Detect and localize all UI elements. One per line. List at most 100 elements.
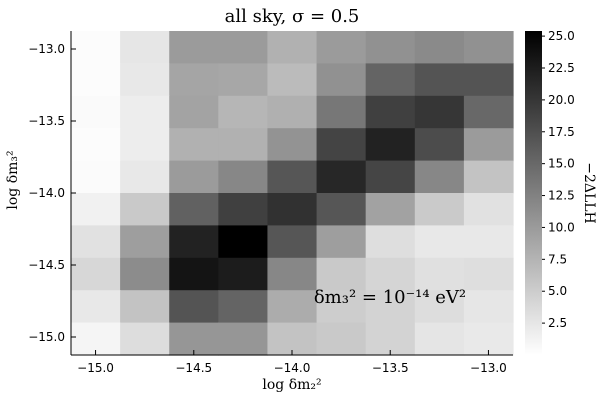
heatmap-cell bbox=[267, 95, 318, 129]
heatmap-cell bbox=[218, 31, 269, 64]
heatmap-cell bbox=[218, 95, 269, 129]
heatmap-cell bbox=[316, 160, 367, 194]
heatmap-cell bbox=[414, 225, 465, 259]
heatmap-cell bbox=[120, 193, 170, 226]
heatmap-cell bbox=[218, 225, 269, 259]
heatmap-cell bbox=[71, 160, 121, 194]
heatmap-cell bbox=[414, 290, 465, 324]
heatmap-cell bbox=[316, 290, 367, 324]
heatmap-cell bbox=[463, 193, 514, 226]
heatmap-cell bbox=[120, 322, 170, 356]
heatmap-cell bbox=[120, 128, 170, 162]
heatmap-cell bbox=[120, 225, 170, 259]
heatmap-cell bbox=[71, 290, 121, 324]
heatmap-cell bbox=[365, 160, 416, 194]
heatmap-cell bbox=[267, 193, 318, 226]
x-axis-label: log δm₂² bbox=[262, 377, 321, 393]
heatmap-cell bbox=[414, 63, 465, 97]
heatmap-cell bbox=[169, 193, 219, 226]
heatmap-cell bbox=[120, 160, 170, 194]
colorbar-label: −2ΔLLH bbox=[581, 162, 597, 224]
y-tick-label: −13.5 bbox=[28, 114, 65, 128]
heatmap-cell bbox=[365, 63, 416, 97]
heatmap-cell bbox=[316, 257, 367, 291]
heatmap-cells bbox=[71, 31, 514, 356]
heatmap-cell bbox=[169, 160, 219, 194]
heatmap-cell bbox=[365, 31, 416, 64]
chart-title: all sky, σ = 0.5 bbox=[225, 6, 360, 27]
colorbar-tick-label: 2.5 bbox=[548, 316, 567, 330]
heatmap-cell bbox=[120, 95, 170, 129]
x-tick-label: −14.5 bbox=[175, 361, 212, 375]
y-tick-label: −15.0 bbox=[28, 330, 65, 344]
heatmap-cell bbox=[71, 257, 121, 291]
heatmap-cell bbox=[414, 95, 465, 129]
heatmap-cell bbox=[169, 225, 219, 259]
heatmap-cell bbox=[316, 322, 367, 356]
heatmap-cell bbox=[218, 193, 269, 226]
heatmap-cell bbox=[71, 225, 121, 259]
heatmap-cell bbox=[71, 63, 121, 97]
heatmap-cell bbox=[365, 290, 416, 324]
heatmap-cell bbox=[316, 95, 367, 129]
heatmap-cell bbox=[365, 128, 416, 162]
heatmap-cell bbox=[120, 290, 170, 324]
heatmap-cell bbox=[414, 128, 465, 162]
heatmap-cell bbox=[267, 128, 318, 162]
heatmap-cell bbox=[218, 257, 269, 291]
heatmap-cell bbox=[218, 128, 269, 162]
heatmap-cell bbox=[267, 257, 318, 291]
x-tick-label: −13.0 bbox=[470, 361, 507, 375]
heatmap-cell bbox=[71, 95, 121, 129]
heatmap-cell bbox=[169, 128, 219, 162]
y-tick-label: −13.0 bbox=[28, 42, 65, 56]
x-tick-label: −13.5 bbox=[372, 361, 409, 375]
heatmap-cell bbox=[365, 257, 416, 291]
heatmap-cell bbox=[120, 63, 170, 97]
heatmap-cell bbox=[316, 31, 367, 64]
heatmap-cell bbox=[267, 160, 318, 194]
heatmap-cell bbox=[463, 257, 514, 291]
colorbar-tick-label: 15.0 bbox=[548, 157, 575, 171]
heatmap-cell bbox=[218, 63, 269, 97]
heatmap-cell bbox=[71, 193, 121, 226]
colorbar-tick-label: 22.5 bbox=[548, 61, 575, 75]
colorbar bbox=[525, 31, 542, 355]
heatmap-cell bbox=[120, 31, 170, 64]
colorbar-tick-label: 10.0 bbox=[548, 220, 575, 234]
heatmap-cell bbox=[463, 63, 514, 97]
heatmap-cell bbox=[365, 225, 416, 259]
heatmap-cell bbox=[463, 160, 514, 194]
colorbar-tick-label: 20.0 bbox=[548, 93, 575, 107]
annotation-text: δm₃² = 10⁻¹⁴ eV² bbox=[314, 287, 466, 308]
heatmap-cell bbox=[267, 31, 318, 64]
heatmap-cell bbox=[414, 193, 465, 226]
x-tick-label: −14.0 bbox=[274, 361, 311, 375]
x-tick-label: −15.0 bbox=[77, 361, 114, 375]
heatmap-cell bbox=[463, 95, 514, 129]
x-axis-ticks: −15.0 −14.5 −14.0 −13.5 −13.0 bbox=[77, 350, 507, 375]
heatmap-cell bbox=[365, 95, 416, 129]
heatmap-cell bbox=[169, 95, 219, 129]
heatmap-cell bbox=[316, 63, 367, 97]
heatmap-cell bbox=[414, 322, 465, 356]
colorbar-tick-label: 12.5 bbox=[548, 189, 575, 203]
y-axis-ticks: −13.0 −13.5 −14.0 −14.5 −15.0 bbox=[28, 42, 76, 344]
y-axis-label: log δm₃² bbox=[5, 150, 21, 209]
y-tick-label: −14.5 bbox=[28, 258, 65, 272]
heatmap-cell bbox=[316, 193, 367, 226]
colorbar-tick-label: 5.0 bbox=[548, 284, 567, 298]
heatmap-cell bbox=[169, 31, 219, 64]
heatmap-cell bbox=[463, 225, 514, 259]
heatmap-cell bbox=[169, 63, 219, 97]
colorbar-ticks: 2.5 5.0 7.5 10.0 12.5 15.0 17.5 20.0 22.5 25.0 bbox=[542, 29, 575, 330]
colorbar-tick-label: 25.0 bbox=[548, 29, 575, 43]
heatmap-cell bbox=[218, 322, 269, 356]
heatmap-cell bbox=[120, 257, 170, 291]
heatmap-cell bbox=[71, 31, 121, 64]
heatmap-cell bbox=[218, 290, 269, 324]
y-tick-label: −14.0 bbox=[28, 186, 65, 200]
heatmap-cell bbox=[463, 290, 514, 324]
heatmap-cell bbox=[267, 290, 318, 324]
